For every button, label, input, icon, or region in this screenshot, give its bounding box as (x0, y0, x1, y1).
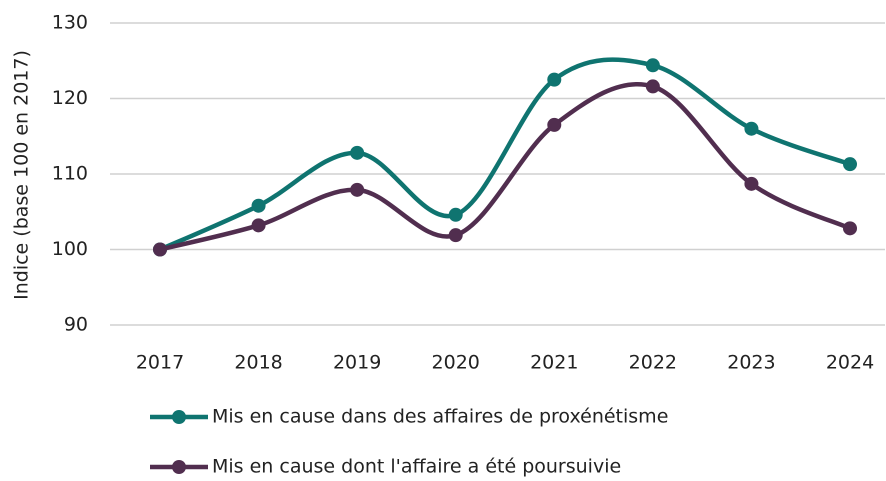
x-tick-label: 2017 (136, 352, 184, 374)
series-line (159, 57, 851, 252)
y-tick-label: 110 (52, 163, 88, 185)
point (251, 218, 266, 233)
point (251, 198, 266, 213)
point (547, 72, 562, 87)
legend-label: Mis en cause dans des affaires de proxén… (212, 406, 668, 428)
x-tick-label: 2020 (432, 352, 480, 374)
point (153, 242, 167, 257)
point (350, 145, 365, 160)
x-tick-label: 2023 (727, 352, 775, 374)
point (448, 228, 463, 243)
x-tick-label: 2018 (234, 352, 282, 374)
y-tick-label: 90 (64, 314, 88, 336)
y-axis-label: Indice (base 100 en 2017) (11, 50, 33, 300)
x-tick-label: 2024 (826, 352, 874, 374)
point (744, 176, 759, 191)
y-tick-label: 130 (52, 12, 88, 34)
x-tick-label: 2019 (333, 352, 381, 374)
y-tick-label: 100 (52, 238, 88, 260)
point (744, 121, 759, 136)
series-line (159, 81, 851, 252)
point (350, 182, 365, 197)
x-tick-label: 2021 (530, 352, 578, 374)
point (645, 58, 660, 73)
point (843, 157, 857, 172)
point (645, 79, 660, 94)
point (547, 117, 562, 132)
x-tick-label: 2022 (629, 352, 677, 374)
legend-marker (172, 460, 186, 474)
point (843, 221, 857, 236)
legend-label: Mis en cause dont l'affaire a été poursu… (212, 456, 621, 478)
point (448, 207, 463, 222)
legend-marker (172, 410, 186, 424)
y-tick-label: 120 (52, 87, 88, 109)
